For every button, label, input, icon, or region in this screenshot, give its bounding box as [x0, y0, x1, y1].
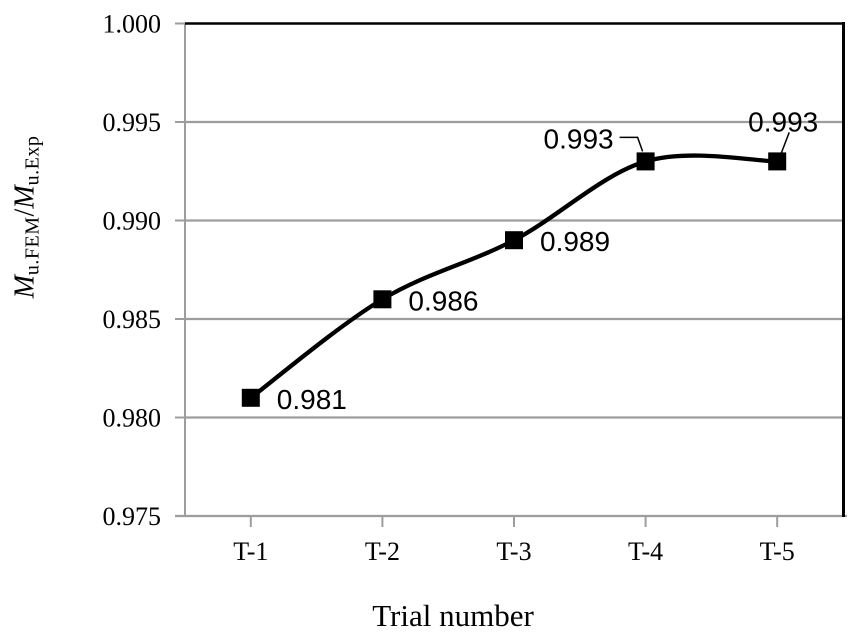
data-label: 0.989: [540, 226, 610, 257]
y-tick-label: 0.980: [103, 404, 162, 433]
x-tick-label: T-3: [496, 537, 531, 566]
y-tick-label: 0.990: [103, 207, 162, 236]
ylabel-subscript: u.FEM: [21, 216, 44, 276]
y-tick-label: 0.995: [103, 108, 162, 137]
data-point-marker: [768, 152, 787, 171]
x-tick-label: T-2: [365, 537, 400, 566]
y-tick-label: 0.985: [103, 305, 162, 334]
ylabel-variable: M: [9, 275, 41, 299]
data-point-marker: [505, 231, 523, 250]
series-line: [249, 153, 778, 400]
y-tick-label: 0.975: [103, 502, 162, 531]
ylabel-text: /: [9, 208, 41, 217]
ylabel-subscript: u.Exp: [21, 135, 44, 186]
data-label: 0.993: [748, 106, 818, 137]
y-tick-label: 1.000: [103, 10, 162, 39]
data-label: 0.993: [544, 123, 614, 154]
x-tick-label: T-1: [233, 537, 268, 566]
y-axis-title: Mu.FEM/Mu.Exp: [10, 136, 45, 299]
data-point-marker: [241, 388, 260, 407]
label-leader-line: [619, 136, 644, 152]
x-axis-title: Trial number: [372, 598, 534, 633]
x-tick-label: T-4: [628, 537, 663, 566]
data-label: 0.981: [277, 384, 347, 415]
label-leader-line: [780, 132, 790, 154]
ylabel-variable: M: [9, 185, 41, 209]
data-point-marker: [636, 152, 655, 171]
data-label: 0.986: [408, 285, 478, 316]
data-point-marker: [373, 290, 392, 309]
x-tick-label: T-5: [760, 537, 795, 566]
